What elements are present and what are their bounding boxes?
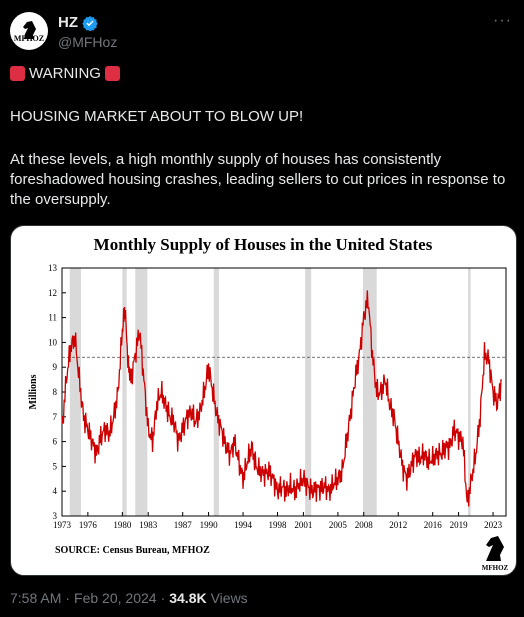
x-tick-label: 1987 [174, 520, 193, 530]
author-name[interactable]: HZ [58, 14, 78, 31]
recession-band [69, 268, 81, 516]
y-axis-label: Millions [28, 374, 39, 409]
x-tick-label: 1990 [200, 520, 219, 530]
tweet-headline: HOUSING MARKET ABOUT TO BLOW UP! [10, 108, 304, 125]
y-tick-label: 10 [48, 337, 58, 347]
y-tick-label: 8 [53, 387, 58, 397]
red-square-icon [10, 66, 25, 81]
x-tick-label: 2001 [294, 520, 312, 530]
x-tick-label: 2016 [424, 520, 443, 530]
y-tick-label: 9 [53, 362, 58, 372]
y-tick-label: 4 [53, 486, 58, 496]
x-tick-label: 2005 [329, 520, 348, 530]
recession-band [213, 268, 219, 516]
source-note: SOURCE: Census Bureau, MFHOZ [55, 545, 210, 556]
views-label: Views [210, 590, 248, 606]
x-tick-label: 1983 [139, 520, 158, 530]
chart-title: Monthly Supply of Houses in the United S… [94, 235, 433, 254]
meta-separator: · [65, 590, 71, 606]
x-tick-label: 2008 [355, 520, 374, 530]
plot-frame [61, 267, 507, 517]
warning-line: WARNING [10, 65, 120, 82]
x-tick-label: 2019 [450, 520, 469, 530]
meta-separator: · [160, 590, 166, 606]
y-tick-label: 7 [53, 412, 58, 422]
y-tick-label: 6 [53, 437, 58, 447]
avatar-logo-text: MFHOZ [13, 33, 45, 43]
more-options-button[interactable]: ··· [493, 12, 512, 29]
x-tick-label: 2023 [484, 520, 503, 530]
author-handle[interactable]: @MFHoz [58, 34, 118, 50]
x-tick-label: 1980 [113, 520, 132, 530]
author-row: HZ [58, 14, 98, 31]
recession-band [122, 268, 127, 516]
recession-band [468, 268, 471, 516]
tweet-time[interactable]: 7:58 AM [10, 590, 62, 606]
x-tick-label: 1998 [269, 520, 288, 530]
x-tick-label: 1976 [79, 520, 98, 530]
housing-supply-chart: Monthly Supply of Houses in the United S… [28, 235, 509, 572]
tweet-meta: 7:58 AM · Feb 20, 2024 · 34.8K Views [10, 590, 248, 606]
x-tick-label: 2012 [389, 520, 407, 530]
watermark-knight-icon [486, 536, 504, 561]
knight-logo-icon [23, 21, 36, 39]
tweet-body: At these levels, a high monthly supply o… [10, 151, 506, 208]
watermark-text: MFHOZ [482, 564, 509, 572]
chart-image[interactable]: Monthly Supply of Houses in the United S… [10, 225, 517, 576]
y-tick-label: 5 [53, 461, 58, 471]
y-tick-label: 13 [48, 263, 58, 273]
tweet-date[interactable]: Feb 20, 2024 [74, 590, 157, 606]
series-line [61, 290, 502, 507]
y-tick-label: 3 [53, 511, 58, 521]
x-tick-label: 1973 [53, 520, 72, 530]
warning-label: WARNING [29, 65, 101, 82]
recession-band [362, 268, 377, 516]
views-count: 34.8K [169, 590, 207, 606]
y-tick-label: 11 [48, 313, 57, 323]
red-square-icon [104, 66, 120, 81]
avatar[interactable]: MFHOZ [10, 12, 48, 50]
recession-band [305, 268, 312, 516]
verified-badge-icon [82, 15, 98, 31]
x-tick-label: 1994 [234, 520, 253, 530]
y-tick-label: 12 [48, 288, 57, 298]
